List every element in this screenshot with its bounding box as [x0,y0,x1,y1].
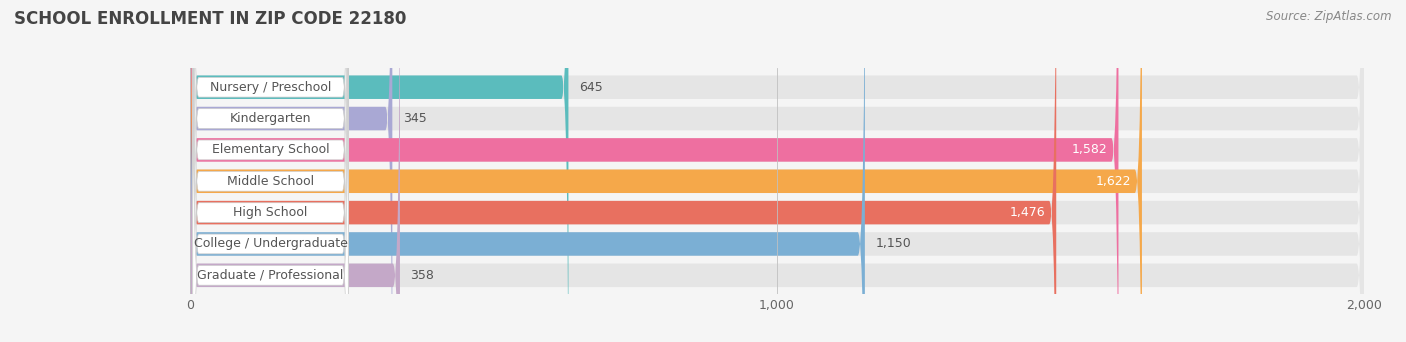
FancyBboxPatch shape [190,0,1364,342]
Text: 345: 345 [404,112,426,125]
Text: Elementary School: Elementary School [212,143,329,156]
Text: 1,476: 1,476 [1010,206,1046,219]
FancyBboxPatch shape [193,0,349,342]
Text: 1,150: 1,150 [876,237,911,250]
FancyBboxPatch shape [190,0,1364,342]
FancyBboxPatch shape [193,0,349,342]
FancyBboxPatch shape [190,0,865,342]
Text: Middle School: Middle School [226,175,314,188]
Text: Graduate / Professional: Graduate / Professional [197,269,343,282]
Text: SCHOOL ENROLLMENT IN ZIP CODE 22180: SCHOOL ENROLLMENT IN ZIP CODE 22180 [14,10,406,28]
Text: Source: ZipAtlas.com: Source: ZipAtlas.com [1267,10,1392,23]
Text: College / Undergraduate: College / Undergraduate [194,237,347,250]
FancyBboxPatch shape [190,0,1118,342]
FancyBboxPatch shape [193,0,349,342]
FancyBboxPatch shape [190,0,399,342]
Text: 1,622: 1,622 [1095,175,1132,188]
FancyBboxPatch shape [190,0,1364,342]
FancyBboxPatch shape [190,0,1056,342]
Text: 645: 645 [579,81,603,94]
Text: 358: 358 [411,269,434,282]
Text: Nursery / Preschool: Nursery / Preschool [209,81,332,94]
FancyBboxPatch shape [193,0,349,342]
FancyBboxPatch shape [190,0,568,342]
Text: 1,582: 1,582 [1073,143,1108,156]
Text: Kindergarten: Kindergarten [229,112,311,125]
FancyBboxPatch shape [190,0,1364,342]
FancyBboxPatch shape [193,0,349,342]
FancyBboxPatch shape [193,0,349,342]
FancyBboxPatch shape [190,0,392,342]
FancyBboxPatch shape [193,0,349,342]
FancyBboxPatch shape [190,0,1364,342]
FancyBboxPatch shape [190,0,1364,342]
FancyBboxPatch shape [190,0,1142,342]
FancyBboxPatch shape [190,0,1364,342]
Text: High School: High School [233,206,308,219]
